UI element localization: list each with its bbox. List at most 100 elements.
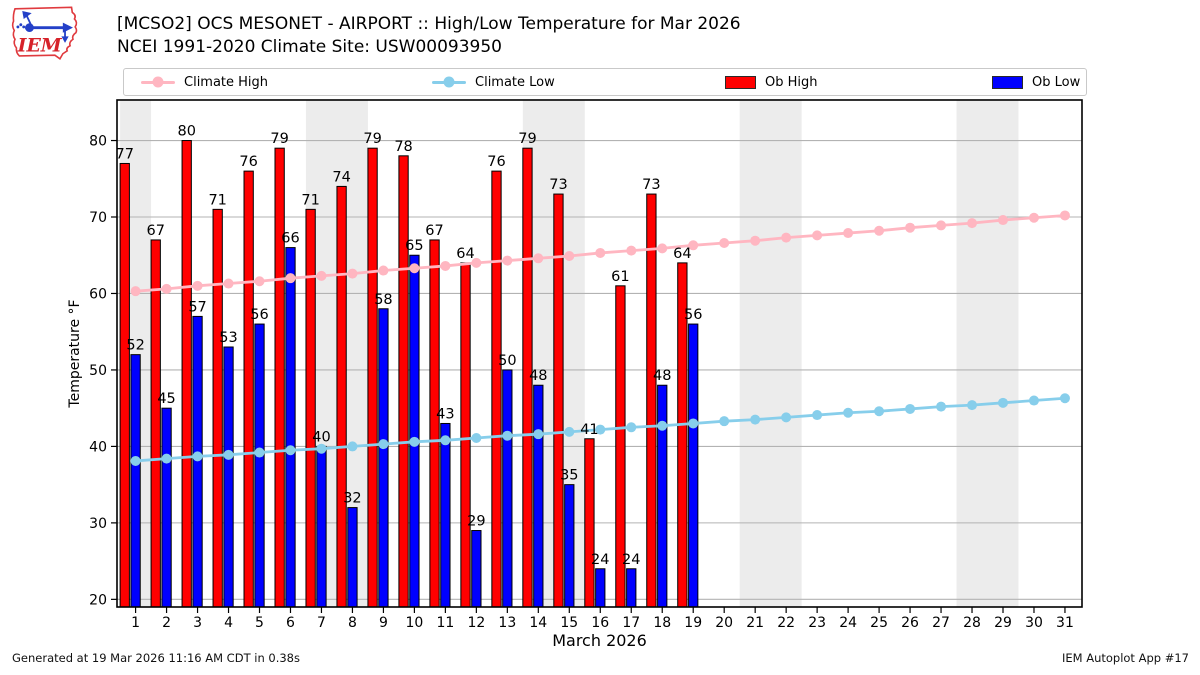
chart-legend: Climate High Climate Low Ob High Ob Low (123, 68, 1087, 96)
footer-generated-text: Generated at 19 Mar 2026 11:16 AM CDT in… (12, 651, 300, 665)
climate-low-marker (440, 435, 451, 446)
ob-low-value-label: 24 (591, 552, 609, 568)
climate-low-marker (316, 443, 327, 454)
legend-item-ob-low: Ob Low (992, 69, 1080, 95)
climate-high-marker (874, 225, 885, 236)
ob-low-bar (440, 422, 451, 608)
ob-low-bar (533, 384, 544, 608)
legend-item-climate-low: Climate Low (432, 69, 555, 95)
ob-high-value-label: 67 (146, 223, 164, 239)
climate-low-marker (1059, 393, 1070, 404)
x-tick-label: 28 (963, 615, 981, 631)
ob-low-swatch-icon (992, 75, 1023, 89)
ob-high-value-label: 67 (425, 223, 443, 239)
climate-high-marker (409, 263, 420, 274)
climate-high-marker (843, 228, 854, 239)
ob-high-bar (336, 185, 347, 608)
climate-high-marker (657, 243, 668, 254)
climate-high-marker (967, 218, 978, 229)
ob-high-value-label: 77 (116, 146, 134, 162)
climate-low-marker (657, 420, 668, 431)
climate-low-marker (688, 418, 699, 429)
ob-low-bar (502, 369, 513, 608)
ob-low-value-label: 40 (312, 429, 330, 445)
x-tick-label: 31 (1056, 615, 1074, 631)
climate-high-marker (502, 255, 513, 266)
climate-low-marker (1028, 395, 1039, 406)
climate-high-marker (781, 232, 792, 243)
x-tick-label: 5 (255, 615, 264, 631)
ob-low-bar (347, 507, 358, 608)
ob-high-bar (181, 140, 192, 608)
climate-high-marker (564, 251, 575, 261)
climate-high-marker (285, 273, 296, 284)
ob-high-bar (305, 208, 316, 608)
x-tick-label: 11 (436, 615, 454, 631)
climate-high-marker (440, 260, 451, 271)
ob-high-swatch-icon (725, 75, 756, 89)
climate-high-marker (130, 286, 141, 297)
y-tick-label: 20 (89, 592, 107, 608)
climate-high-marker (936, 220, 947, 231)
climate-high-marker (595, 247, 606, 258)
ob-high-value-label: 71 (301, 192, 319, 208)
x-tick-label: 17 (622, 615, 640, 631)
ob-low-value-label: 48 (529, 368, 547, 384)
header: [MCSO2] OCS MESONET - AIRPORT :: High/Lo… (117, 13, 741, 59)
ob-low-bar (223, 346, 234, 608)
ob-low-value-label: 65 (405, 238, 423, 254)
x-tick-label: 29 (994, 615, 1012, 631)
legend-item-ob-high: Ob High (725, 69, 818, 95)
climate-low-marker (595, 424, 606, 435)
ob-low-value-label: 35 (560, 468, 578, 484)
ob-low-bar (378, 308, 389, 608)
climate-high-marker (347, 268, 358, 279)
x-tick-label: 7 (317, 615, 326, 631)
x-tick-label: 3 (193, 615, 202, 631)
climate-low-line-icon (432, 76, 466, 88)
climate-low-marker (285, 445, 296, 456)
climate-high-marker (378, 265, 389, 276)
x-tick-label: 19 (684, 615, 702, 631)
climate-high-marker (626, 245, 637, 256)
ob-high-value-label: 41 (580, 422, 598, 438)
ob-high-bar (646, 193, 657, 608)
climate-low-marker (254, 447, 265, 458)
climate-high-marker (719, 238, 730, 248)
climate-low-marker (626, 422, 637, 433)
ob-high-value-label: 74 (332, 169, 350, 185)
climate-low-marker (409, 436, 420, 447)
x-tick-label: 18 (653, 615, 671, 631)
x-tick-label: 20 (715, 615, 733, 631)
x-tick-label: 8 (348, 615, 357, 631)
ob-high-bar (150, 239, 161, 608)
climate-low-marker (347, 441, 358, 452)
logo-text: IEM (17, 35, 63, 57)
x-tick-label: 6 (286, 615, 295, 631)
ob-high-bar (584, 438, 595, 608)
ob-low-value-label: 24 (622, 552, 640, 568)
legend-label: Climate High (184, 74, 269, 90)
legend-label: Climate Low (475, 74, 555, 90)
x-axis-label: March 2026 (552, 631, 647, 650)
ob-low-bar (285, 247, 296, 608)
climate-low-marker (967, 400, 978, 411)
climate-high-marker (316, 270, 327, 281)
ob-high-bar (460, 262, 471, 608)
ob-high-value-label: 64 (673, 246, 691, 262)
x-tick-label: 26 (901, 615, 919, 631)
ob-low-bar (564, 484, 575, 608)
climate-low-marker (161, 453, 172, 464)
ob-high-value-label: 73 (549, 177, 567, 193)
climate-high-marker (533, 253, 544, 264)
climate-low-marker (843, 407, 854, 418)
ob-low-value-label: 29 (467, 514, 485, 530)
climate-low-marker (533, 429, 544, 440)
climate-low-marker (936, 401, 947, 412)
ob-high-value-label: 78 (394, 139, 412, 155)
climate-high-marker (812, 230, 823, 241)
y-tick-label: 80 (89, 134, 107, 150)
x-tick-label: 13 (498, 615, 516, 631)
ob-high-value-label: 76 (487, 154, 505, 170)
